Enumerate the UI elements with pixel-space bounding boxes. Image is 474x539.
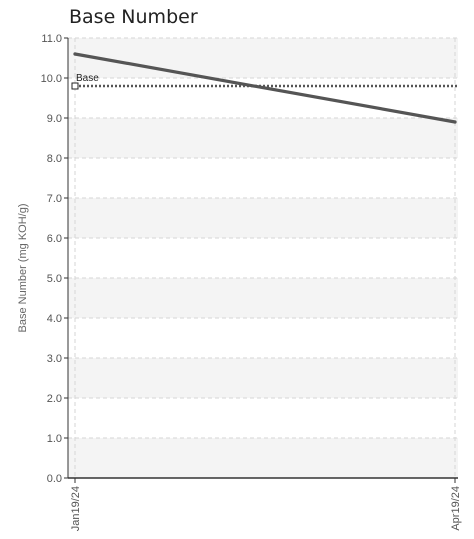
y-tick-label: 10.0: [41, 73, 62, 85]
background-band: [68, 38, 458, 78]
reference-line-label: Base: [76, 73, 99, 84]
grid-lines: [68, 37, 458, 478]
y-tick-label: 2.0: [47, 393, 62, 405]
y-tick-label: 3.0: [47, 353, 62, 365]
y-axis-title: Base Number (mg KOH/g): [17, 204, 29, 333]
y-tick-label: 0.0: [47, 473, 62, 485]
background-band: [68, 438, 458, 478]
y-tick-label: 8.0: [47, 153, 62, 165]
data-point: [73, 52, 77, 56]
x-tick-label: Jan19/24: [70, 486, 82, 531]
x-tick-labels: Jan19/24 Apr19/24: [70, 486, 462, 531]
y-tick-label: 4.0: [47, 313, 62, 325]
reference-marker: [71, 82, 79, 90]
axes: [64, 37, 458, 483]
y-tick-label: 6.0: [47, 233, 62, 245]
background-bands: [68, 38, 458, 478]
series-line: [73, 52, 457, 124]
y-tick-label: 5.0: [47, 273, 62, 285]
background-band: [68, 198, 458, 238]
data-series: [73, 52, 457, 124]
reference-lines: Base: [71, 73, 458, 90]
chart-title: Base Number: [69, 6, 198, 28]
background-band: [68, 118, 458, 158]
background-band: [68, 278, 458, 318]
x-tick-label: Apr19/24: [450, 486, 462, 531]
y-tick-labels: 0.0 1.0 2.0 3.0 4.0 5.0 6.0 7.0 8.0 9.0 10.0 11.0: [41, 33, 62, 485]
y-tick-label: 7.0: [47, 193, 62, 205]
background-band: [68, 358, 458, 398]
y-tick-label: 9.0: [47, 113, 62, 125]
y-tick-label: 1.0: [47, 433, 62, 445]
y-tick-label: 11.0: [41, 33, 62, 45]
data-point: [453, 120, 457, 124]
